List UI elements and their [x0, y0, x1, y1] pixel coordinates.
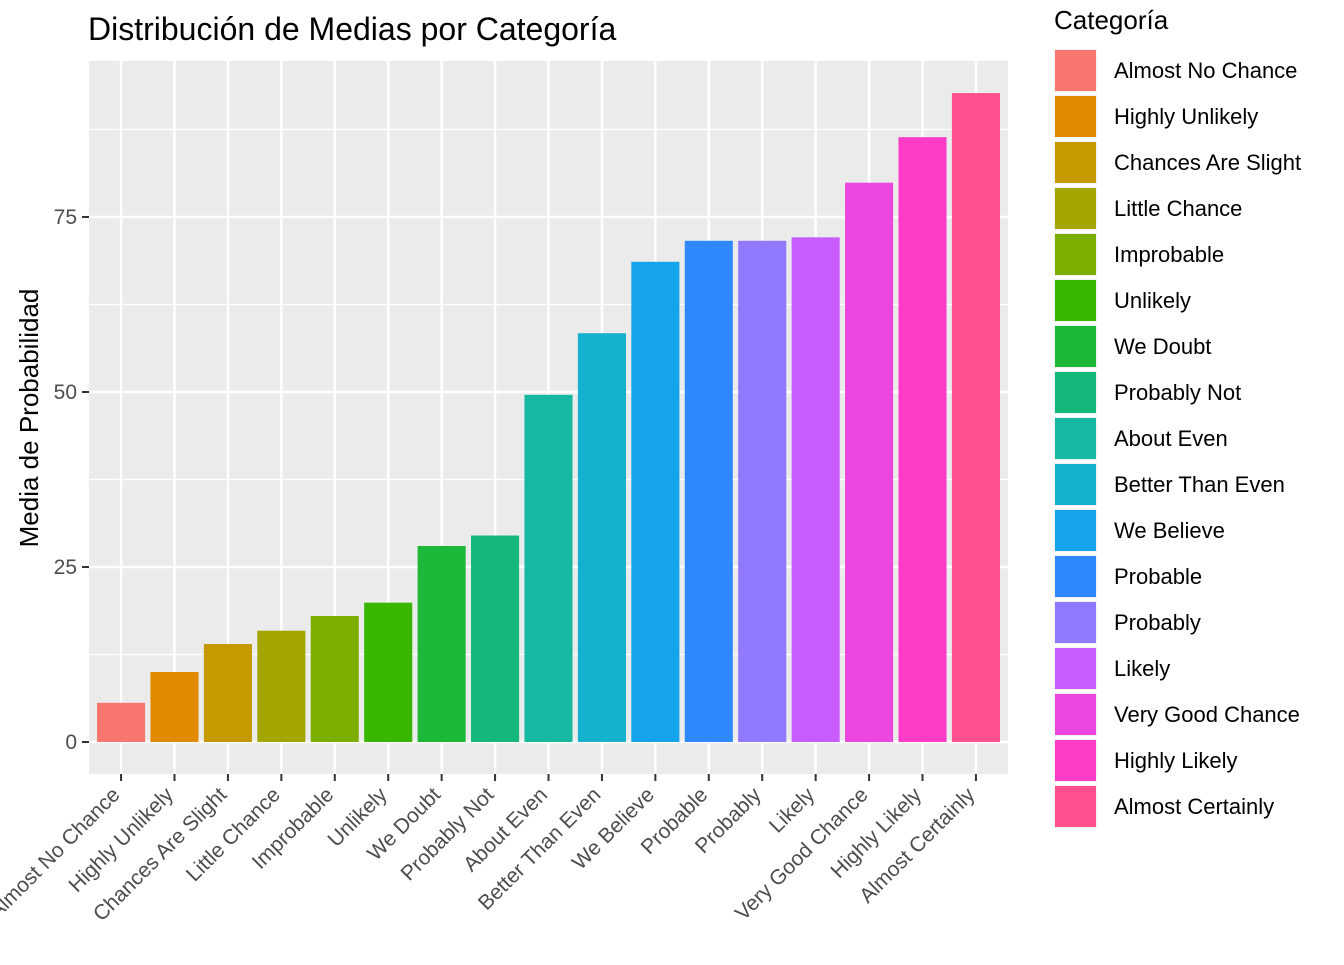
bar-about-even: [524, 394, 573, 742]
legend-swatch: [1055, 556, 1096, 597]
bar-almost-no-chance: [97, 702, 146, 742]
bar-highly-likely: [898, 137, 947, 742]
bar-unlikely: [364, 602, 413, 742]
legend-swatch: [1055, 372, 1096, 413]
legend-label: Almost No Chance: [1114, 58, 1297, 83]
legend-title: Categoría: [1054, 5, 1169, 35]
y-tick-label: 25: [54, 556, 77, 579]
legend-swatch: [1055, 694, 1096, 735]
legend-label: Probably: [1114, 610, 1201, 635]
bar-probably: [738, 240, 787, 743]
legend-label: Probably Not: [1114, 380, 1241, 405]
bar-chances-are-slight: [203, 644, 252, 742]
legend-swatch: [1055, 234, 1096, 275]
legend-swatch: [1055, 142, 1096, 183]
legend-label: Highly Likely: [1114, 748, 1238, 773]
legend-label: Unlikely: [1114, 288, 1191, 313]
y-tick-label: 0: [65, 731, 77, 754]
y-axis: 0 25 50 75: [54, 206, 89, 754]
bar-almost-certainly: [951, 93, 1000, 743]
legend-label: Improbable: [1114, 242, 1224, 267]
legend-swatch: [1055, 50, 1096, 91]
legend-swatch: [1055, 602, 1096, 643]
legend-swatch: [1055, 280, 1096, 321]
legend-swatch: [1055, 510, 1096, 551]
legend-swatch: [1055, 96, 1096, 137]
legend-swatch: [1055, 326, 1096, 367]
legend-swatch: [1055, 648, 1096, 689]
chart-title: Distribución de Medias por Categoría: [88, 11, 616, 47]
bar-little-chance: [257, 630, 306, 742]
legend-label: Probable: [1114, 564, 1202, 589]
y-tick-label: 75: [54, 206, 77, 229]
y-tick-label: 50: [54, 381, 77, 404]
legend: Almost No Chance Highly Unlikely Chances A…: [1054, 49, 1301, 828]
bar-probable: [684, 240, 733, 743]
legend-label: Chances Are Slight: [1114, 150, 1301, 175]
legend-label: Better Than Even: [1114, 472, 1285, 497]
legend-label: Almost Certainly: [1114, 794, 1274, 819]
bar-very-good-chance: [845, 182, 894, 742]
legend-label: We Doubt: [1114, 334, 1211, 359]
legend-swatch: [1055, 188, 1096, 229]
bar-we-believe: [631, 261, 680, 742]
y-axis-title: Media de Probabilidad: [14, 289, 44, 548]
bar-better-than-even: [577, 333, 626, 742]
bar-improbable: [310, 616, 359, 742]
bars: [97, 93, 1000, 743]
legend-swatch: [1055, 418, 1096, 459]
legend-label: We Believe: [1114, 518, 1225, 543]
legend-label: Highly Unlikely: [1114, 104, 1258, 129]
bar-highly-unlikely: [150, 672, 199, 742]
legend-label: Very Good Chance: [1114, 702, 1300, 727]
legend-swatch: [1055, 464, 1096, 505]
legend-label: About Even: [1114, 426, 1228, 451]
bar-probably-not: [471, 535, 520, 742]
bar-likely: [791, 237, 840, 743]
legend-label: Little Chance: [1114, 196, 1242, 221]
legend-swatch: [1055, 786, 1096, 827]
legend-label: Likely: [1114, 656, 1170, 681]
legend-swatch: [1055, 740, 1096, 781]
bar-we-doubt: [417, 546, 466, 742]
